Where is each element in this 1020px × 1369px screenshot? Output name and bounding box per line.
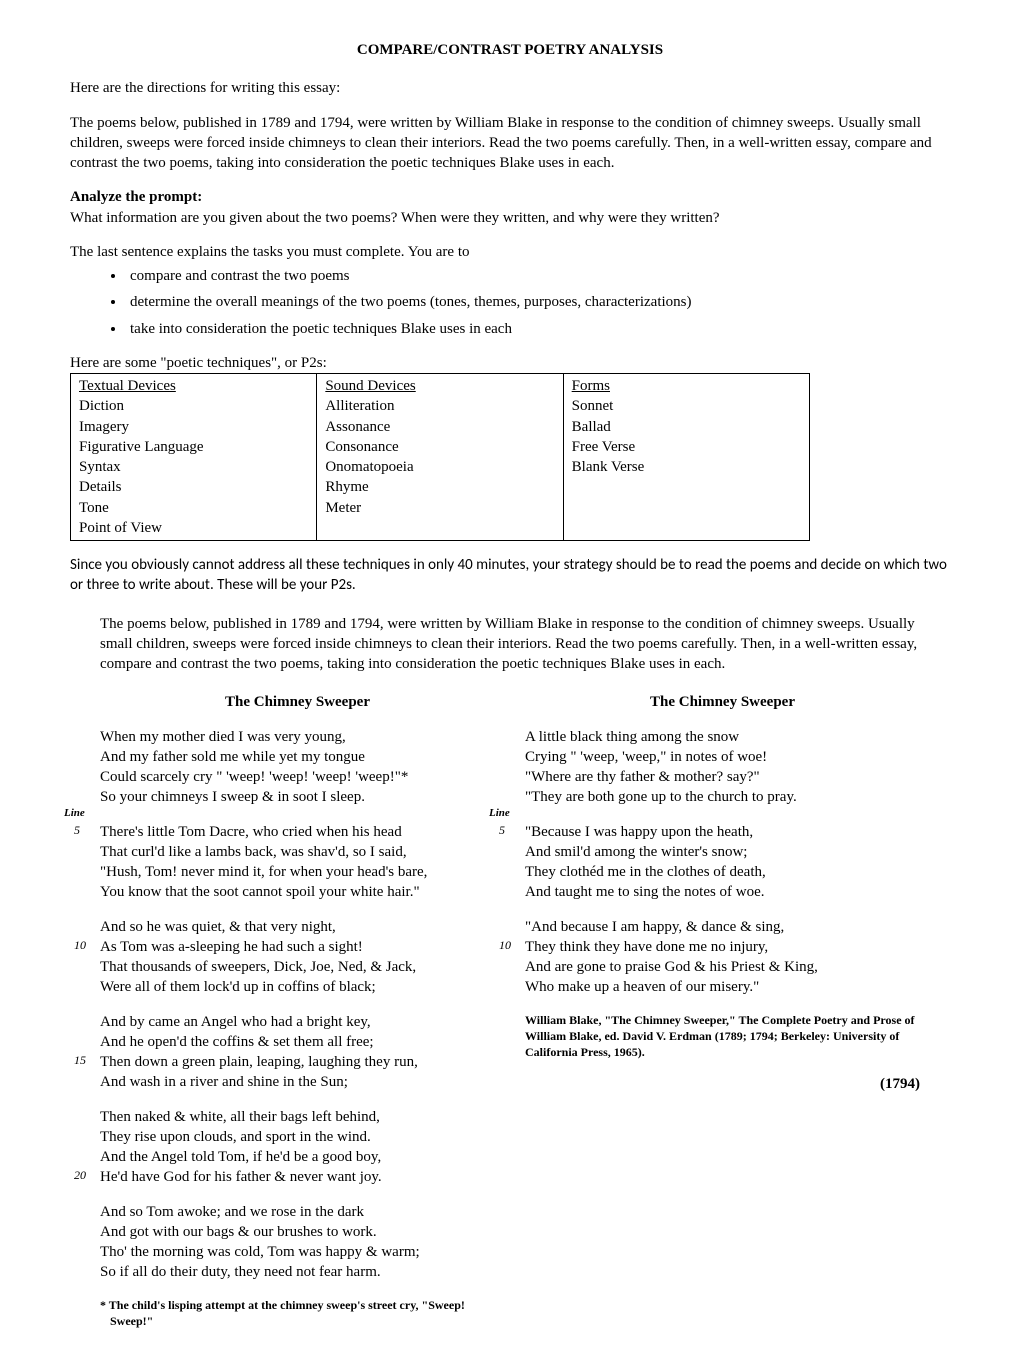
table-item: Sonnet: [572, 396, 801, 416]
poem-line: Were all of them lock'd up in coffins of…: [100, 977, 495, 997]
poem-line: And he open'd the coffins & set them all…: [100, 1032, 495, 1052]
table-item: Imagery: [79, 417, 308, 437]
stanza: And so Tom awoke; and we rose in the dar…: [100, 1202, 495, 1283]
poem-line: "Because I was happy upon the heath,5Lin…: [525, 822, 920, 842]
stanza: And by came an Angel who had a bright ke…: [100, 1012, 495, 1093]
poem-line: You know that the soot cannot spoil your…: [100, 882, 495, 902]
line-number: 15: [74, 1052, 86, 1068]
table-item: Alliteration: [325, 396, 554, 416]
column-header: Textual Devices: [79, 376, 308, 396]
poem-line: They clothéd me in the clothes of death,: [525, 862, 920, 882]
line-label: Line: [489, 806, 510, 821]
techniques-table: Textual Devices Diction Imagery Figurati…: [70, 373, 810, 541]
stanza: And so he was quiet, & that very night,A…: [100, 917, 495, 998]
essay-prompt: The poems below, published in 1789 and 1…: [70, 113, 950, 174]
table-cell: Sound Devices Alliteration Assonance Con…: [317, 374, 563, 541]
line-number: 20: [74, 1167, 86, 1183]
stanza: A little black thing among the snowCryin…: [525, 727, 920, 808]
poem-line: And so Tom awoke; and we rose in the dar…: [100, 1202, 495, 1222]
stanza: When my mother died I was very young,And…: [100, 727, 495, 808]
analyze-label: Analyze the prompt:: [70, 189, 202, 205]
table-item: Figurative Language: [79, 437, 308, 457]
poem-right: The Chimney Sweeper A little black thing …: [525, 692, 920, 1329]
poem-line: "Hush, Tom! never mind it, for when your…: [100, 862, 495, 882]
poem-line: And taught me to sing the notes of woe.: [525, 882, 920, 902]
poem-line: Could scarcely cry " 'weep! 'weep! 'weep…: [100, 767, 495, 787]
poem-line: As Tom was a-sleeping he had such a sigh…: [100, 937, 495, 957]
poem-title: The Chimney Sweeper: [100, 692, 495, 712]
tasks-intro: The last sentence explains the tasks you…: [70, 242, 950, 262]
stanza: Then naked & white, all their bags left …: [100, 1107, 495, 1188]
table-item: Point of View: [79, 518, 308, 538]
table-item: Details: [79, 477, 308, 497]
poem-line: So your chimneys I sweep & in soot I sle…: [100, 787, 495, 807]
poem-line: And so he was quiet, & that very night,: [100, 917, 495, 937]
tasks-list: compare and contrast the two poems deter…: [70, 266, 950, 339]
poem-line: And smil'd among the winter's snow;: [525, 842, 920, 862]
line-number: 5: [74, 822, 80, 838]
poem-line: He'd have God for his father & never wan…: [100, 1167, 495, 1187]
poem-title: The Chimney Sweeper: [525, 692, 920, 712]
poem-line: Crying " 'weep, 'weep," in notes of woe!: [525, 747, 920, 767]
poems-intro: The poems below, published in 1789 and 1…: [100, 614, 920, 675]
line-number: 10: [74, 937, 86, 953]
table-cell: Forms Sonnet Ballad Free Verse Blank Ver…: [563, 374, 809, 541]
poem-line: And got with our bags & our brushes to w…: [100, 1222, 495, 1242]
poem-line: "They are both gone up to the church to …: [525, 787, 920, 807]
line-number: 10: [499, 937, 511, 953]
stanza: There's little Tom Dacre, who cried when…: [100, 822, 495, 903]
poem-line: A little black thing among the snow: [525, 727, 920, 747]
poem-line: And my father sold me while yet my tongu…: [100, 747, 495, 767]
table-item: Rhyme: [325, 477, 554, 497]
list-item: take into consideration the poetic techn…: [126, 319, 950, 339]
poem-line: Tho' the morning was cold, Tom was happy…: [100, 1242, 495, 1262]
table-item: Consonance: [325, 437, 554, 457]
table-item: Tone: [79, 498, 308, 518]
poem-line: So if all do their duty, they need not f…: [100, 1262, 495, 1282]
table-cell: Textual Devices Diction Imagery Figurati…: [71, 374, 317, 541]
line-label: Line: [64, 806, 85, 821]
table-item: Syntax: [79, 457, 308, 477]
stanza: "And because I am happy, & dance & sing,…: [525, 917, 920, 998]
poem-line: And the Angel told Tom, if he'd be a goo…: [100, 1147, 495, 1167]
poem-line: That curl'd like a lambs back, was shav'…: [100, 842, 495, 862]
poem-line: Then naked & white, all their bags left …: [100, 1107, 495, 1127]
poems-block: The poems below, published in 1789 and 1…: [70, 614, 950, 1329]
list-item: determine the overall meanings of the tw…: [126, 292, 950, 312]
poem-line: Who make up a heaven of our misery.": [525, 977, 920, 997]
footnote: * The child's lisping attempt at the chi…: [100, 1297, 495, 1329]
column-header: Sound Devices: [325, 376, 554, 396]
poem-left: The Chimney Sweeper When my mother died I…: [100, 692, 495, 1329]
table-item: Free Verse: [572, 437, 801, 457]
poem-line: They rise upon clouds, and sport in the …: [100, 1127, 495, 1147]
poem-line: "Where are thy father & mother? say?": [525, 767, 920, 787]
analyze-section: Analyze the prompt: What information are…: [70, 187, 950, 228]
strategy-note: Since you obviously cannot address all t…: [70, 555, 950, 596]
directions-intro: Here are the directions for writing this…: [70, 78, 950, 98]
table-item: Blank Verse: [572, 457, 801, 477]
stanza: "Because I was happy upon the heath,5Lin…: [525, 822, 920, 903]
techniques-intro: Here are some "poetic techniques", or P2…: [70, 353, 950, 373]
list-item: compare and contrast the two poems: [126, 266, 950, 286]
table-item: Assonance: [325, 417, 554, 437]
table-item: Onomatopoeia: [325, 457, 554, 477]
poem-line: And by came an Angel who had a bright ke…: [100, 1012, 495, 1032]
poem-line: When my mother died I was very young,: [100, 727, 495, 747]
poem-line: There's little Tom Dacre, who cried when…: [100, 822, 495, 842]
poem-line: They think they have done me no injury,1…: [525, 937, 920, 957]
table-item: Diction: [79, 396, 308, 416]
table-item: Meter: [325, 498, 554, 518]
column-header: Forms: [572, 376, 801, 396]
table-item: Ballad: [572, 417, 801, 437]
citation: William Blake, "The Chimney Sweeper," Th…: [525, 1012, 920, 1061]
analyze-question: What information are you given about the…: [70, 210, 720, 226]
poem-line: And are gone to praise God & his Priest …: [525, 957, 920, 977]
poem-line: "And because I am happy, & dance & sing,: [525, 917, 920, 937]
poem-line: That thousands of sweepers, Dick, Joe, N…: [100, 957, 495, 977]
poem-line: Then down a green plain, leaping, laughi…: [100, 1052, 495, 1072]
page-title: COMPARE/CONTRAST POETRY ANALYSIS: [70, 40, 950, 60]
poem-year: (1794): [525, 1074, 920, 1094]
line-number: 5: [499, 822, 505, 838]
poem-line: And wash in a river and shine in the Sun…: [100, 1072, 495, 1092]
